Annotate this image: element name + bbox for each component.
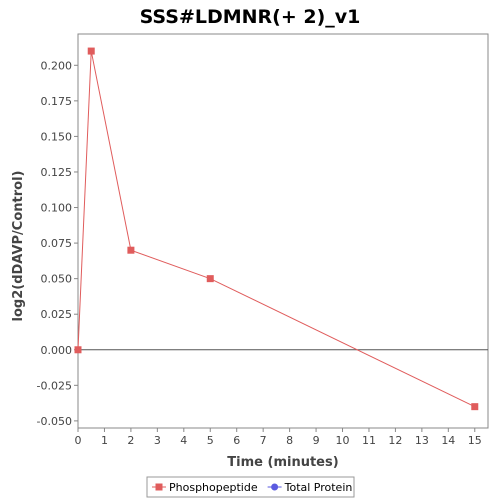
x-tick-label: 1 (101, 434, 108, 447)
x-tick-label: 15 (468, 434, 482, 447)
y-tick-label: 0.150 (41, 130, 73, 143)
data-point (74, 346, 82, 354)
y-tick-label: 0.125 (41, 166, 73, 179)
y-tick-label: 0.075 (41, 237, 73, 250)
x-tick-label: 8 (286, 434, 293, 447)
x-tick-label: 13 (415, 434, 429, 447)
x-tick-label: 11 (362, 434, 376, 447)
x-tick-label: 12 (388, 434, 402, 447)
data-point (87, 47, 95, 55)
legend-marker (155, 483, 163, 491)
y-tick-label: 0.200 (41, 59, 73, 72)
legend: Phosphopeptide Total Protein (146, 476, 355, 498)
y-tick-label: 0.025 (41, 308, 73, 321)
x-tick-label: 6 (233, 434, 240, 447)
chart-title: SSS#LDMNR(+ 2)_v1 (140, 6, 361, 28)
y-tick-label: 0.000 (41, 344, 73, 357)
x-tick-label: 0 (75, 434, 82, 447)
data-point (206, 275, 214, 283)
legend-box (146, 476, 355, 498)
legend-label: Phosphopeptide (169, 481, 258, 494)
series-layer (74, 47, 479, 411)
x-tick-label: 2 (127, 434, 134, 447)
legend-label: Total Protein (284, 481, 353, 494)
y-tick-label: 0.050 (41, 273, 73, 286)
y-tick-label: -0.050 (37, 415, 72, 428)
plot-area (77, 33, 489, 429)
x-axis-label: Time (minutes) (227, 455, 338, 470)
x-tick-label: 9 (313, 434, 320, 447)
y-tick-label: 0.100 (41, 202, 73, 215)
x-tick-label: 10 (336, 434, 350, 447)
y-axis: -0.050 -0.025 0.000 0.025 0.050 0.075 0.100 0.1… (37, 59, 78, 428)
y-tick-label: -0.025 (37, 379, 72, 392)
y-tick-label: 0.175 (41, 95, 73, 108)
x-tick-label: 7 (260, 434, 267, 447)
x-axis: 0 1 2 3 4 5 6 7 8 9 10 11 12 13 14 15 (75, 428, 482, 447)
legend-marker (271, 483, 279, 491)
x-tick-label: 14 (441, 434, 455, 447)
y-axis-label: log2(dDAVP/Control) (11, 171, 26, 322)
x-tick-label: 3 (154, 434, 161, 447)
data-point (127, 246, 135, 254)
x-tick-label: 5 (207, 434, 214, 447)
x-tick-label: 4 (180, 434, 187, 447)
data-point (471, 403, 479, 411)
